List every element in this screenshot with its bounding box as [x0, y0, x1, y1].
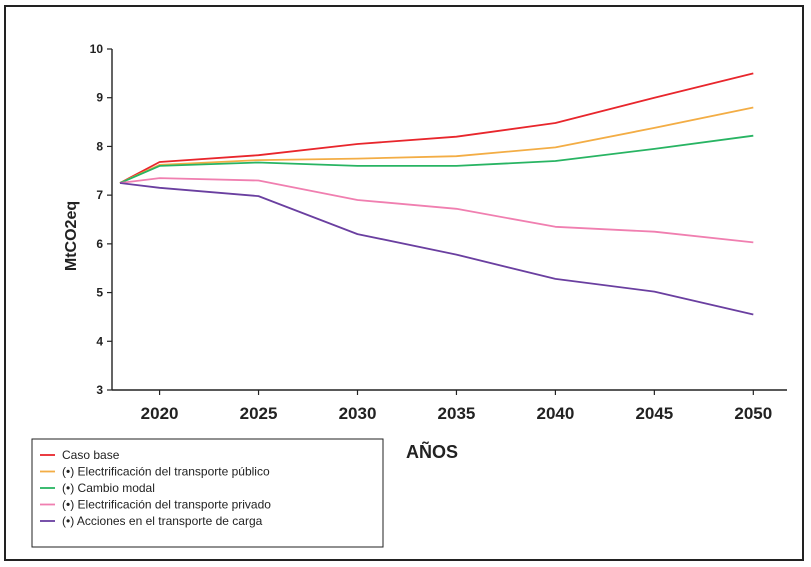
y-tick-label: 10: [90, 42, 104, 56]
series-lines: [119, 72, 754, 316]
legend-label: (•) Electrificación del transporte priva…: [62, 498, 271, 512]
y-tick-label: 4: [96, 334, 103, 348]
series-line-1: [119, 72, 754, 184]
y-tick-label: 3: [96, 383, 103, 397]
legend-items: Caso base (•) Electrificación del transpo…: [40, 448, 271, 528]
y-axis-ticks: 3 4 5 6 7 8 9 10: [90, 42, 112, 397]
x-tick-label: 2020: [141, 404, 179, 423]
series-line-3: [119, 134, 754, 184]
series-line-4: [119, 177, 754, 244]
legend-label: (•) Electrificación del transporte públi…: [62, 465, 270, 479]
y-tick-label: 7: [96, 188, 103, 202]
y-axis-label: MtCO2eq: [63, 201, 80, 271]
y-tick-label: 9: [96, 91, 103, 105]
legend-label: (•) Cambio modal: [62, 481, 155, 495]
legend-box: [31, 438, 384, 548]
legend-label: Caso base: [62, 448, 120, 462]
x-tick-label: 2035: [438, 404, 476, 423]
series-line-2: [119, 106, 754, 184]
x-axis-label: AÑOS: [406, 441, 458, 462]
y-tick-label: 6: [96, 237, 103, 251]
x-tick-label: 2030: [339, 404, 377, 423]
y-tick-label: 8: [96, 139, 103, 153]
legend: Caso base (•) Electrificación del transpo…: [31, 438, 384, 548]
x-tick-label: 2045: [635, 404, 673, 423]
y-tick-label: 5: [96, 286, 103, 300]
x-tick-label: 2040: [536, 404, 574, 423]
series-line-5: [119, 182, 754, 316]
legend-label: (•) Acciones en el transporte de carga: [62, 514, 263, 528]
axes: [111, 49, 787, 391]
x-tick-label: 2050: [734, 404, 772, 423]
x-tick-label: 2025: [240, 404, 278, 423]
x-axis-ticks: 2020 2025 2030 2035 2040 2045 2050: [141, 390, 772, 423]
